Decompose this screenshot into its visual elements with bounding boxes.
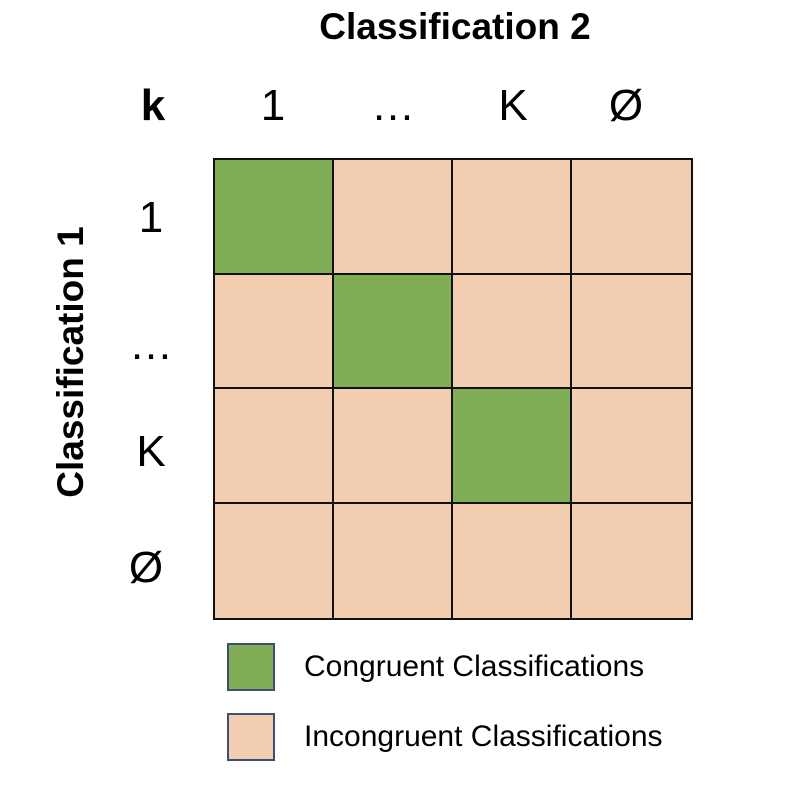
matrix-cell-incongruent (572, 274, 691, 389)
legend-congruent: Congruent Classifications (227, 643, 697, 693)
classification-2-title: Classification 2 (319, 6, 591, 47)
column-label-ellipsis: … (371, 81, 415, 130)
column-label-empty-set: Ø (608, 81, 644, 130)
matrix-cell-incongruent (572, 503, 691, 618)
matrix-cell-incongruent (453, 274, 572, 389)
legend-incongruent: Incongruent Classifications (227, 713, 697, 763)
matrix-cell-incongruent (215, 274, 334, 389)
row-label-empty-set: Ø (128, 543, 164, 592)
row-label-ellipsis: … (129, 320, 173, 369)
k-label: k (140, 81, 166, 130)
row-label-k: K (136, 427, 166, 476)
column-label-1: 1 (260, 81, 286, 130)
matrix-cell-incongruent (453, 160, 572, 275)
legend-incongruent-swatch (227, 713, 275, 761)
matrix-cell-incongruent (572, 389, 691, 504)
matrix-cell-congruent (215, 160, 334, 275)
matrix-cell-incongruent (334, 503, 453, 618)
classification-grid (213, 158, 693, 620)
matrix-cell-congruent (334, 274, 453, 389)
matrix-cell-incongruent (453, 503, 572, 618)
classification-matrix (213, 158, 693, 620)
row-label-1: 1 (138, 193, 164, 242)
classification-1-title: Classification 1 (50, 226, 91, 498)
matrix-cell-incongruent (215, 389, 334, 504)
legend-incongruent-label: Incongruent Classifications (304, 720, 663, 753)
matrix-cell-incongruent (334, 389, 453, 504)
legend-congruent-swatch (227, 643, 275, 691)
column-label-k: K (498, 81, 528, 130)
matrix-cell-incongruent (572, 160, 691, 275)
matrix-cell-incongruent (215, 503, 334, 618)
legend-congruent-label: Congruent Classifications (304, 650, 645, 683)
matrix-cell-congruent (453, 389, 572, 504)
matrix-cell-incongruent (334, 160, 453, 275)
